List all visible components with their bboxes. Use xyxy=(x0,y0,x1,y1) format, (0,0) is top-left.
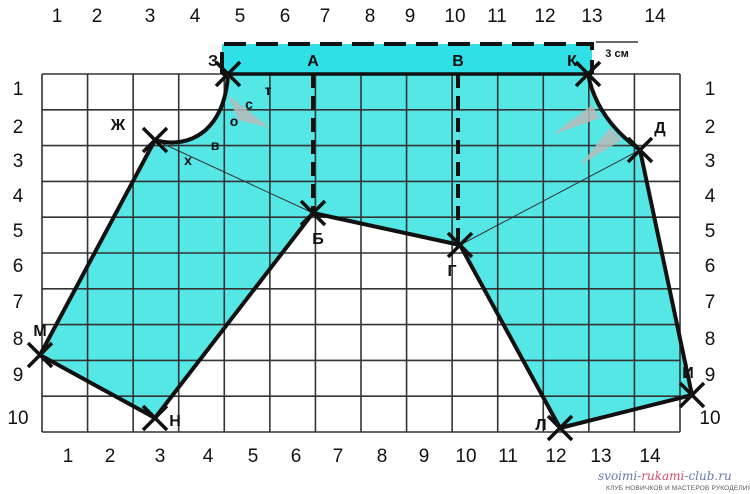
construction-label: х xyxy=(184,152,192,168)
guide-zh-b xyxy=(154,139,314,214)
axis-label-top: 8 xyxy=(365,6,376,27)
axis-label-top: 14 xyxy=(644,6,666,27)
axis-label-left: 10 xyxy=(7,408,28,429)
cross-mark xyxy=(26,341,54,369)
waistband xyxy=(222,44,592,74)
axis-label-bottom: 9 xyxy=(419,446,430,467)
axis-label-left: 2 xyxy=(13,117,24,138)
axis-label-left: 9 xyxy=(13,365,24,386)
axis-label-bottom: 7 xyxy=(333,446,344,467)
watermark-site-part: rukami xyxy=(641,469,685,483)
axis-label-left: 5 xyxy=(13,221,24,242)
labels: 1 2 3 4 5 6 7 8 9 10 11 12 13 141 2 3 4 5 6 7 8 9 10 11 12 13 1412… xyxy=(7,6,720,467)
construction-label: в xyxy=(211,137,220,153)
axis-label-bottom: 10 xyxy=(455,446,476,467)
axis-label-bottom: 2 xyxy=(105,446,116,467)
waistband-dashed-border xyxy=(220,42,594,74)
cross-mark xyxy=(546,414,574,442)
axis-label-right: 1 xyxy=(705,79,716,100)
cross-mark xyxy=(141,126,169,154)
grid xyxy=(41,73,681,433)
axis-label-top: 9 xyxy=(405,6,416,27)
cross-mark xyxy=(574,60,602,88)
axis-label-top: 6 xyxy=(280,6,291,27)
axis-label-right: 4 xyxy=(705,186,716,207)
watermark-site-part: svoimi- xyxy=(598,469,642,483)
point-label: В xyxy=(452,53,464,70)
dart-right-2 xyxy=(580,128,622,165)
cross-mark xyxy=(214,60,242,88)
cross-mark xyxy=(678,381,706,409)
waistband-width-label: 3 см xyxy=(605,48,628,60)
axis-label-right: 3 xyxy=(705,151,716,172)
point-label: Н xyxy=(169,413,181,430)
point-label: А xyxy=(307,53,319,70)
axis-label-top: 5 xyxy=(235,6,246,27)
point-label: З xyxy=(208,53,218,70)
pattern-outline xyxy=(38,73,694,430)
construction-label: о xyxy=(230,113,239,129)
point-label: К xyxy=(567,53,577,70)
point-label: М xyxy=(33,323,46,340)
axis-label-left: 8 xyxy=(13,329,24,350)
axis-label-bottom: 3 xyxy=(155,446,166,467)
watermark-site: svoimi-rukami-club.ru xyxy=(598,469,732,483)
axis-label-top: 3 xyxy=(145,6,156,27)
point-label: Д xyxy=(654,120,666,137)
axis-label-bottom: 6 xyxy=(291,446,302,467)
axis-label-right: 10 xyxy=(699,408,720,429)
axis-label-bottom: 4 xyxy=(203,446,214,467)
axis-label-left: 6 xyxy=(13,256,24,277)
axis-label-bottom: 12 xyxy=(545,446,566,467)
axis-label-bottom: 5 xyxy=(248,446,259,467)
axis-label-bottom: 8 xyxy=(377,446,388,467)
axis-label-left: 7 xyxy=(13,292,24,313)
cross-mark xyxy=(141,404,169,432)
axis-label-right: 5 xyxy=(705,221,716,242)
watermark-tagline: КЛУБ НОВИЧКОВ И МАСТЕРОВ РУКОДЕЛИЯ xyxy=(606,485,750,492)
point-label: И xyxy=(682,365,694,382)
dart-right-1 xyxy=(552,105,600,135)
axis-label-right: 6 xyxy=(705,256,716,277)
axis-label-left: 4 xyxy=(13,186,24,207)
pattern-fill xyxy=(40,74,692,428)
axis-label-left: 1 xyxy=(13,79,24,100)
axis-label-bottom: 13 xyxy=(590,446,611,467)
axis-label-right: 9 xyxy=(705,365,716,386)
axis-label-top: 4 xyxy=(190,6,201,27)
axis-label-top: 11 xyxy=(487,6,507,27)
axis-label-top: 1 xyxy=(52,6,63,27)
cross-mark xyxy=(626,136,654,164)
cross-mark xyxy=(299,199,327,227)
watermark-site-part: -club.ru xyxy=(684,469,732,483)
point-label: Б xyxy=(312,231,324,248)
axis-label-right: 2 xyxy=(705,117,716,138)
axis-label-right: 8 xyxy=(705,329,716,350)
construction-label: т xyxy=(265,82,272,98)
point-label: Л xyxy=(535,417,546,434)
point-markers xyxy=(26,60,706,442)
axis-label-top: 7 xyxy=(320,6,331,27)
axis-label-top: 10 xyxy=(444,6,465,27)
axis-label-bottom: 14 xyxy=(639,446,661,467)
construction-label: с xyxy=(245,96,253,112)
axis-label-top: 13 xyxy=(581,6,602,27)
dart-left xyxy=(228,95,270,128)
point-label: Г xyxy=(447,263,456,280)
axis-label-bottom: 11 xyxy=(498,446,518,467)
axis-label-bottom: 1 xyxy=(63,446,74,467)
point-label: Ж xyxy=(110,117,126,134)
axis-label-right: 7 xyxy=(705,292,716,313)
guide-d-g xyxy=(459,149,641,246)
axis-label-top: 2 xyxy=(92,6,103,27)
axis-label-left: 3 xyxy=(13,151,24,172)
cross-mark xyxy=(446,231,474,259)
axis-label-top: 12 xyxy=(534,6,555,27)
